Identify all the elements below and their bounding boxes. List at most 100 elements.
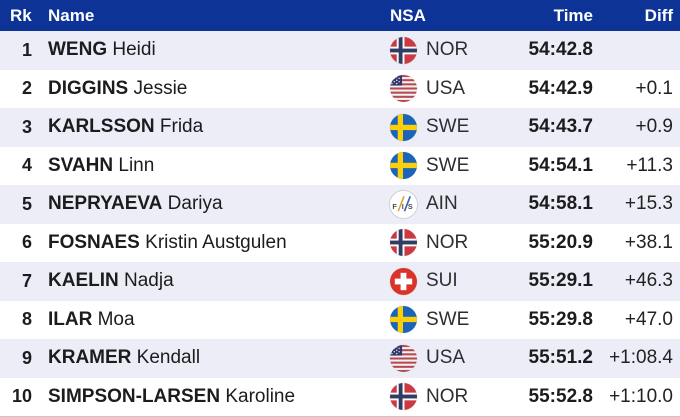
last-name: NEPRYAEVA bbox=[48, 193, 163, 215]
flag-swe-icon bbox=[390, 152, 417, 180]
diff-cell: +15.3 bbox=[624, 193, 673, 215]
athlete-name[interactable]: KAELIN Nadja bbox=[36, 270, 390, 292]
svg-text:I: I bbox=[402, 202, 404, 211]
nsa-code: SWE bbox=[426, 116, 470, 138]
nsa-cell: SWE bbox=[390, 113, 482, 141]
flag-usa-icon bbox=[390, 344, 417, 372]
last-name: KAELIN bbox=[48, 270, 119, 292]
athlete-name[interactable]: WENG Heidi bbox=[36, 39, 390, 61]
rank-cell: 8 bbox=[21, 309, 32, 330]
diff-cell: +38.1 bbox=[624, 231, 673, 253]
flag-nor-icon bbox=[390, 229, 417, 257]
flag-ain-icon: F I S bbox=[390, 190, 417, 218]
time-cell: 55:51.2 bbox=[528, 347, 593, 369]
nsa-code: AIN bbox=[426, 193, 458, 215]
header-nsa: NSA bbox=[390, 5, 426, 25]
result-row[interactable]: 7 KAELIN Nadja SUI 55:29.1 +46.3 bbox=[0, 262, 680, 301]
result-row[interactable]: 4 SVAHN Linn SWE 54:54.1 +11.3 bbox=[0, 146, 680, 185]
diff-cell: +1:10.0 bbox=[609, 385, 673, 407]
athlete-name[interactable]: ILAR Moa bbox=[36, 309, 390, 331]
last-name: WENG bbox=[48, 39, 108, 61]
nsa-code: SUI bbox=[426, 270, 458, 292]
table-header: Rk Name NSA Time Diff bbox=[0, 0, 680, 31]
rank-cell: 7 bbox=[21, 270, 32, 291]
flag-swe-icon bbox=[390, 113, 417, 141]
diff-cell: +46.3 bbox=[624, 270, 673, 292]
time-cell: 54:42.8 bbox=[528, 39, 593, 61]
diff-cell: +1:08.4 bbox=[609, 347, 673, 369]
time-cell: 55:29.1 bbox=[528, 270, 593, 292]
time-cell: 55:52.8 bbox=[528, 385, 593, 407]
last-name: SVAHN bbox=[48, 154, 114, 176]
time-cell: 55:20.9 bbox=[528, 231, 593, 253]
athlete-name[interactable]: NEPRYAEVA Dariya bbox=[36, 193, 390, 215]
table-body: 1 WENG Heidi NOR 54:42.8 2 DIGGINS Jessie USA… bbox=[0, 31, 680, 416]
athlete-name[interactable]: SIMPSON-LARSEN Karoline bbox=[36, 386, 390, 408]
athlete-name[interactable]: SVAHN Linn bbox=[36, 155, 390, 177]
diff-cell: +47.0 bbox=[624, 308, 673, 330]
time-cell: 54:42.9 bbox=[528, 77, 593, 99]
diff-cell: +11.3 bbox=[626, 154, 673, 176]
result-row[interactable]: 9 KRAMER Kendall USA 55:51.2 +1:08.4 bbox=[0, 339, 680, 378]
rank-cell: 5 bbox=[21, 193, 32, 214]
nsa-cell: F I S AIN bbox=[390, 190, 482, 218]
rank-cell: 4 bbox=[21, 155, 32, 176]
athlete-name[interactable]: KARLSSON Frida bbox=[36, 116, 390, 138]
last-name: FOSNAES bbox=[48, 231, 140, 253]
first-name: Linn bbox=[118, 154, 155, 176]
result-row[interactable]: 1 WENG Heidi NOR 54:42.8 bbox=[0, 31, 680, 70]
time-cell: 54:43.7 bbox=[528, 116, 593, 138]
result-row[interactable]: 10 SIMPSON-LARSEN Karoline NOR 55:52.8 +1:1… bbox=[0, 377, 680, 416]
flag-nor-icon bbox=[390, 383, 417, 411]
rank-cell: 3 bbox=[21, 116, 32, 137]
nsa-cell: SUI bbox=[390, 267, 482, 295]
nsa-cell: NOR bbox=[390, 229, 482, 257]
flag-nor-icon bbox=[390, 36, 417, 64]
nsa-code: SWE bbox=[426, 308, 470, 330]
nsa-cell: USA bbox=[390, 75, 482, 103]
first-name: Dariya bbox=[167, 193, 223, 215]
time-cell: 54:58.1 bbox=[528, 193, 593, 215]
nsa-cell: SWE bbox=[390, 152, 482, 180]
header-name: Name bbox=[48, 5, 95, 25]
last-name: DIGGINS bbox=[48, 77, 129, 99]
result-row[interactable]: 2 DIGGINS Jessie USA 54:42.9 +0.1 bbox=[0, 69, 680, 108]
result-row[interactable]: 6 FOSNAES Kristin Austgulen NOR 55:20.9 +38… bbox=[0, 223, 680, 262]
header-rank: Rk bbox=[10, 5, 32, 25]
result-row[interactable]: 8 ILAR Moa SWE 55:29.8 +47.0 bbox=[0, 300, 680, 339]
athlete-name[interactable]: DIGGINS Jessie bbox=[36, 78, 390, 100]
first-name: Frida bbox=[159, 116, 204, 138]
first-name: Kendall bbox=[136, 347, 201, 369]
flag-sui-icon bbox=[390, 267, 417, 295]
diff-cell: +0.9 bbox=[635, 116, 673, 138]
rank-cell: 2 bbox=[21, 78, 32, 99]
rank-cell: 9 bbox=[21, 347, 32, 368]
nsa-code: USA bbox=[426, 347, 466, 369]
flag-usa-icon bbox=[390, 75, 417, 103]
flag-swe-icon bbox=[390, 306, 417, 334]
last-name: KRAMER bbox=[48, 347, 132, 369]
last-name: KARLSSON bbox=[48, 116, 155, 138]
rank-cell: 10 bbox=[11, 386, 32, 407]
nsa-code: NOR bbox=[426, 385, 469, 407]
nsa-cell: SWE bbox=[390, 306, 482, 334]
first-name: Moa bbox=[97, 308, 135, 330]
athlete-name[interactable]: KRAMER Kendall bbox=[36, 347, 390, 369]
first-name: Heidi bbox=[112, 39, 156, 61]
first-name: Nadja bbox=[124, 270, 174, 292]
result-row[interactable]: 3 KARLSSON Frida SWE 54:43.7 +0.9 bbox=[0, 108, 680, 147]
athlete-name[interactable]: FOSNAES Kristin Austgulen bbox=[36, 232, 390, 254]
nsa-code: NOR bbox=[426, 39, 469, 61]
nsa-code: NOR bbox=[426, 231, 469, 253]
diff-cell: +0.1 bbox=[635, 77, 673, 99]
nsa-cell: USA bbox=[390, 344, 482, 372]
rank-cell: 6 bbox=[21, 232, 32, 253]
header-time: Time bbox=[553, 5, 593, 25]
rank-cell: 1 bbox=[21, 39, 32, 60]
time-cell: 54:54.1 bbox=[528, 154, 593, 176]
last-name: SIMPSON-LARSEN bbox=[48, 385, 221, 407]
last-name: ILAR bbox=[48, 308, 93, 330]
svg-text:F: F bbox=[392, 202, 397, 211]
result-row[interactable]: 5 NEPRYAEVA Dariya F I S AIN 54:58.1 +15.3 bbox=[0, 185, 680, 224]
